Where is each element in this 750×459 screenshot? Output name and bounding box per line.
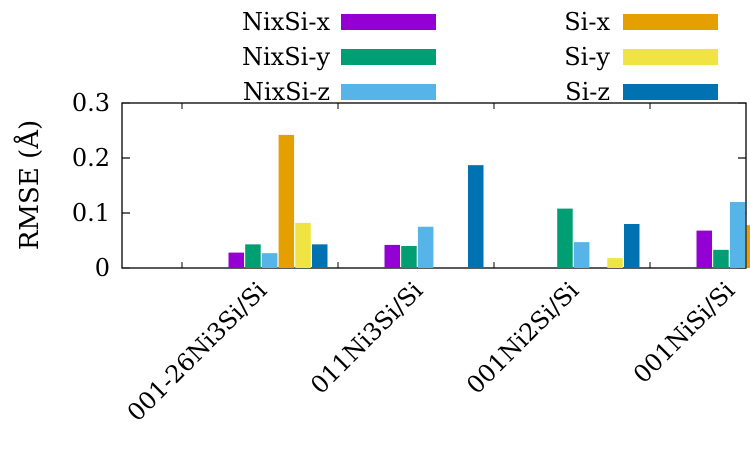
- bar-nixsi-x-3: [696, 230, 712, 268]
- x-tick-label: 001Ni2Si/Si: [461, 276, 584, 399]
- legend-swatch-nixsi-x: [341, 14, 436, 30]
- legend-label: Si-y: [564, 43, 610, 71]
- legend-swatch-si-y: [623, 49, 718, 65]
- legend-label: NixSi-x: [242, 8, 330, 36]
- y-tick-label: 0: [95, 254, 110, 282]
- x-tick-label: 011Ni3Si/Si: [305, 276, 428, 399]
- bar-si-y-2: [607, 258, 623, 268]
- legend: NixSi-x NixSi-y NixSi-z Si-x Si-y Si-z: [242, 8, 718, 106]
- legend-label: NixSi-y: [242, 43, 330, 71]
- x-tick-labels: 001-26Ni3Si/Si 011Ni3Si/Si 001Ni2Si/Si 001N…: [122, 276, 741, 427]
- y-tick-label: 0.3: [72, 89, 110, 117]
- y-axis-label-group: RMSE (Å): [13, 120, 45, 250]
- bar-si-z-2: [624, 224, 640, 268]
- bar-nixsi-z-0: [261, 253, 278, 268]
- bar-nixsi-x-0: [228, 252, 244, 268]
- x-tick-label: 001-26Ni3Si/Si: [122, 276, 273, 427]
- bars-group: [228, 134, 750, 268]
- bar-si-z-0: [312, 244, 328, 268]
- legend-swatch-nixsi-y: [341, 49, 436, 65]
- bar-si-z-1: [468, 165, 484, 268]
- bar-nixsi-y-2: [557, 208, 573, 268]
- legend-swatch-si-x: [623, 14, 718, 30]
- y-axis-label: RMSE (Å): [13, 120, 45, 250]
- bar-nixsi-z-1: [417, 226, 434, 268]
- bar-nixsi-z-3: [729, 202, 746, 268]
- x-tick-label: 001NiSi/Si: [628, 276, 741, 389]
- bar-nixsi-y-1: [401, 246, 417, 268]
- bar-nixsi-y-0: [245, 244, 261, 268]
- axis-ticks: 0 0.1 0.2 0.3: [72, 89, 746, 282]
- bar-si-y-0: [295, 222, 311, 268]
- legend-label: NixSi-z: [243, 78, 330, 106]
- y-tick-label: 0.1: [72, 199, 110, 227]
- bar-si-x-0: [278, 134, 295, 268]
- plot-area-frame: [121, 102, 747, 269]
- bar-si-x-3: [746, 225, 750, 268]
- legend-swatch-si-z: [623, 84, 718, 100]
- bar-nixsi-x-1: [384, 244, 400, 268]
- bar-nixsi-z-2: [573, 242, 590, 268]
- legend-label: Si-z: [565, 78, 610, 106]
- legend-swatch-nixsi-z: [341, 84, 436, 100]
- bar-nixsi-y-3: [713, 249, 729, 268]
- y-tick-label: 0.2: [72, 144, 110, 172]
- legend-label: Si-x: [564, 8, 610, 36]
